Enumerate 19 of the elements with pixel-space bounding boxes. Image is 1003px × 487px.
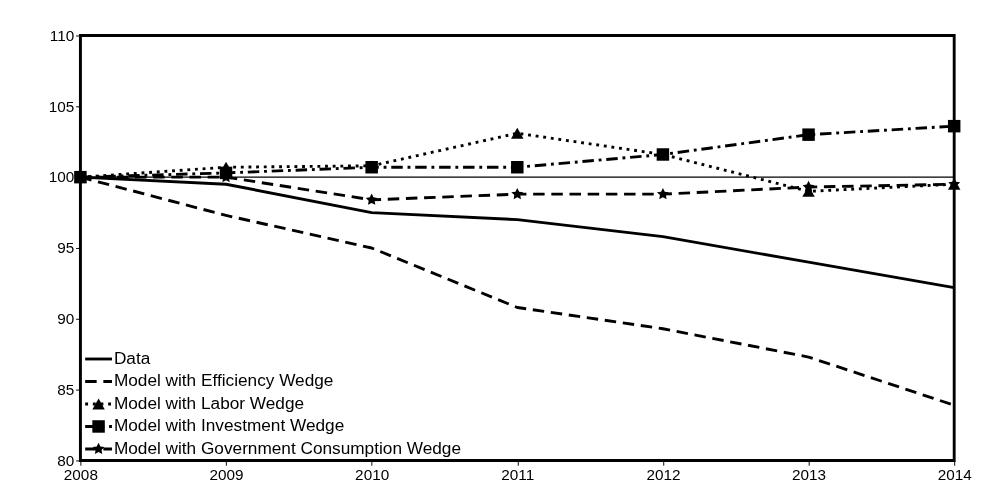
y-tick-label: 85 <box>57 380 75 398</box>
y-tick-label: 80 <box>57 451 75 469</box>
y-tick-label: 110 <box>49 26 75 44</box>
x-tick-label: 2008 <box>63 466 98 484</box>
x-tick-label: 2012 <box>646 466 681 484</box>
x-tick-label: 2013 <box>792 466 827 484</box>
legend-label: Model with Investment Wedge <box>113 415 345 436</box>
legend-label: Model with Labor Wedge <box>113 392 305 413</box>
legend-label: Model with Government Consumption Wedge <box>113 437 461 458</box>
legend-label: Model with Efficiency Wedge <box>113 370 334 391</box>
y-tick-label: 90 <box>57 310 75 328</box>
x-tick-label: 2009 <box>209 466 244 484</box>
y-tick-label: 100 <box>48 168 75 186</box>
x-tick-label: 2010 <box>355 466 390 484</box>
y-tick-label: 95 <box>57 239 75 257</box>
y-tick-label: 105 <box>48 97 75 115</box>
x-tick-label: 2011 <box>501 466 535 484</box>
legend-label: Data <box>113 347 151 368</box>
x-tick-label: 2014 <box>937 466 973 484</box>
